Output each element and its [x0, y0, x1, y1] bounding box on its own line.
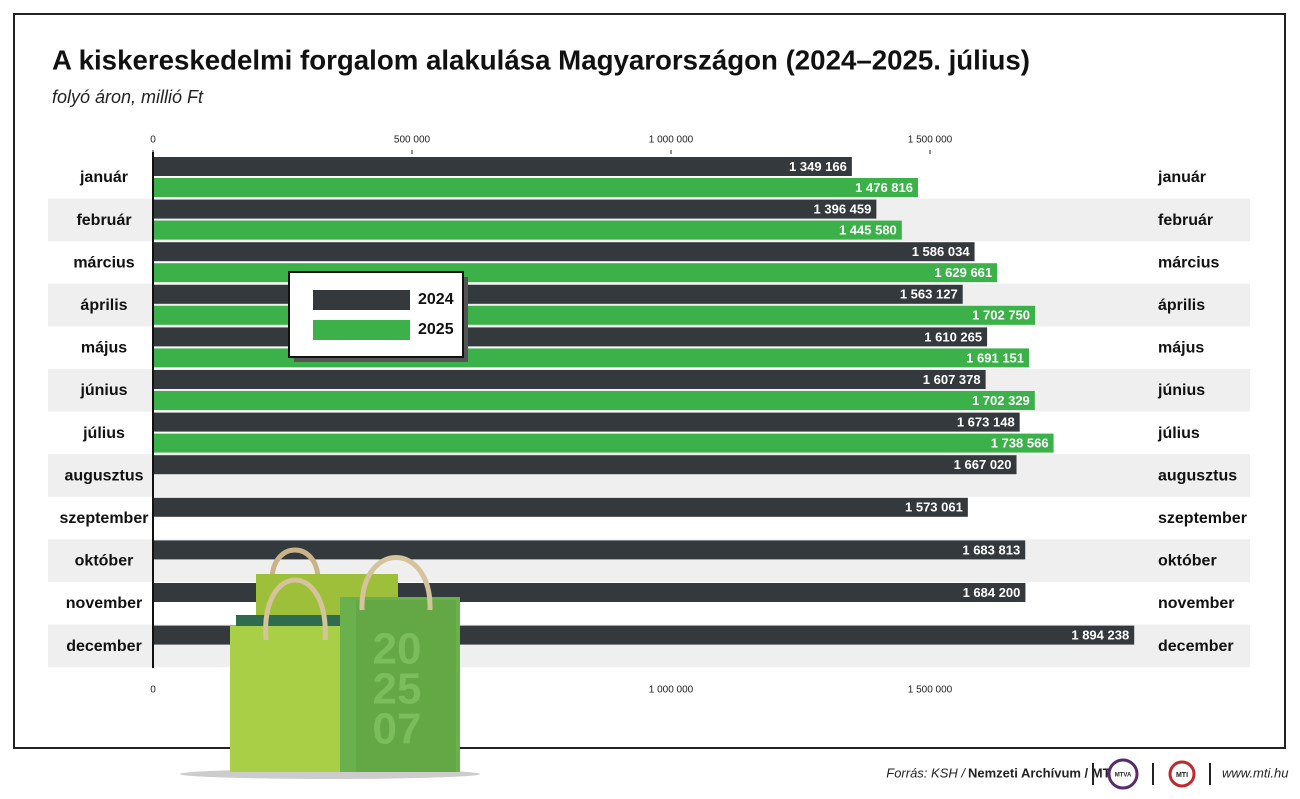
y-tick-label: április [80, 297, 127, 314]
legend-swatch [313, 320, 410, 340]
y-tick-label: május [81, 340, 127, 357]
bag-handle [269, 547, 321, 581]
value-label: 1 445 580 [839, 223, 897, 238]
y-tick-label: augusztus [1158, 467, 1237, 484]
y-tick-label: október [1158, 553, 1217, 570]
value-label: 1 738 566 [991, 436, 1049, 451]
y-tick-label: március [73, 254, 134, 271]
bar [153, 455, 1017, 475]
legend: 2024 2025 [288, 271, 468, 362]
bar [153, 284, 963, 304]
value-label: 1 691 151 [966, 350, 1024, 365]
bag-left [230, 626, 358, 772]
value-label: 1 586 034 [912, 244, 971, 259]
source-credit: Nemzeti Archívum / MTI [968, 765, 1114, 780]
value-label: 1 894 238 [1071, 628, 1129, 643]
bar [153, 540, 1026, 560]
value-label: 1 396 459 [814, 202, 872, 217]
legend-label: 2025 [418, 321, 454, 338]
y-tick-label: február [1158, 212, 1213, 229]
bar [153, 263, 998, 283]
bar [153, 220, 902, 240]
y-tick-label: június [1157, 382, 1205, 399]
bar [153, 370, 986, 389]
x-tick-label: 0 [150, 685, 156, 696]
value-label: 1 702 329 [972, 393, 1030, 408]
bar [153, 178, 918, 197]
footer: Forrás: KSH / Nemzeti Archívum / MTI MTV… [886, 758, 1288, 790]
logo-text: MTI [1176, 772, 1188, 779]
bar [153, 327, 988, 347]
y-tick-label: augusztus [64, 467, 143, 484]
bar [153, 433, 1054, 453]
y-tick-label: január [79, 169, 128, 186]
bar [153, 391, 1035, 410]
x-tick-label: 1 000 000 [649, 685, 694, 696]
source: Forrás: KSH / [886, 765, 966, 780]
legend-label: 2024 [418, 291, 454, 308]
bar [153, 242, 975, 262]
y-tick-label: március [1158, 254, 1219, 271]
bag-text: 07 [373, 705, 422, 754]
y-tick-label: július [1157, 425, 1200, 442]
bar [153, 497, 968, 517]
value-label: 1 673 148 [957, 415, 1015, 430]
x-tick-label: 1 500 000 [908, 685, 953, 696]
y-tick-label: november [66, 595, 142, 612]
value-label: 1 563 127 [900, 287, 958, 302]
y-tick-label: november [1158, 595, 1234, 612]
y-tick-label: május [1158, 340, 1204, 357]
bar [153, 412, 1020, 432]
value-label: 1 476 816 [855, 180, 913, 195]
y-tick-label: június [79, 382, 127, 399]
y-tick-label: október [75, 553, 134, 570]
value-label: 1 667 020 [954, 457, 1012, 472]
y-tick-label: december [1158, 638, 1234, 655]
value-label: 1 629 661 [934, 265, 992, 280]
logo-text: MTVA [1115, 773, 1132, 779]
value-label: 1 610 265 [924, 329, 982, 344]
subtitle: folyó áron, millió Ft [52, 87, 204, 107]
logo [1168, 760, 1196, 788]
bag-handle [263, 577, 328, 641]
x-tick-label: 1 500 000 [908, 135, 953, 146]
bag-text: 25 [373, 665, 422, 714]
x-tick-label: 1 000 000 [649, 135, 694, 146]
y-tick-label: december [66, 638, 142, 655]
value-label: 1 349 166 [789, 159, 847, 174]
y-tick-label: július [82, 425, 125, 442]
y-tick-label: január [1157, 169, 1206, 186]
value-label: 1 702 750 [972, 308, 1030, 323]
value-label: 1 683 813 [962, 542, 1020, 557]
legend-box [288, 271, 464, 358]
logo [1107, 758, 1139, 790]
x-tick-label: 500 000 [394, 135, 431, 146]
value-label: 1 573 061 [905, 500, 963, 515]
y-tick-label: április [1158, 297, 1205, 314]
x-tick-label: 0 [150, 135, 156, 146]
bar [153, 305, 1036, 325]
shopping-bags: 20 25 07 [180, 547, 480, 779]
value-label: 1 607 378 [923, 372, 981, 387]
y-tick-label: február [76, 212, 131, 229]
value-label: 1 684 200 [963, 585, 1021, 600]
bar [153, 157, 852, 176]
legend-swatch [313, 290, 410, 310]
y-tick-label: szeptember [1158, 510, 1247, 527]
bag-text: 20 [373, 625, 422, 674]
y-tick-label: szeptember [60, 510, 149, 527]
bag-right-face [356, 600, 456, 772]
website: www.mti.hu [1222, 765, 1288, 780]
bag-handle [359, 555, 433, 611]
chart-title: A kiskereskedelmi forgalom alakulása Mag… [52, 44, 1030, 75]
bar [153, 199, 877, 219]
bar [153, 348, 1030, 368]
